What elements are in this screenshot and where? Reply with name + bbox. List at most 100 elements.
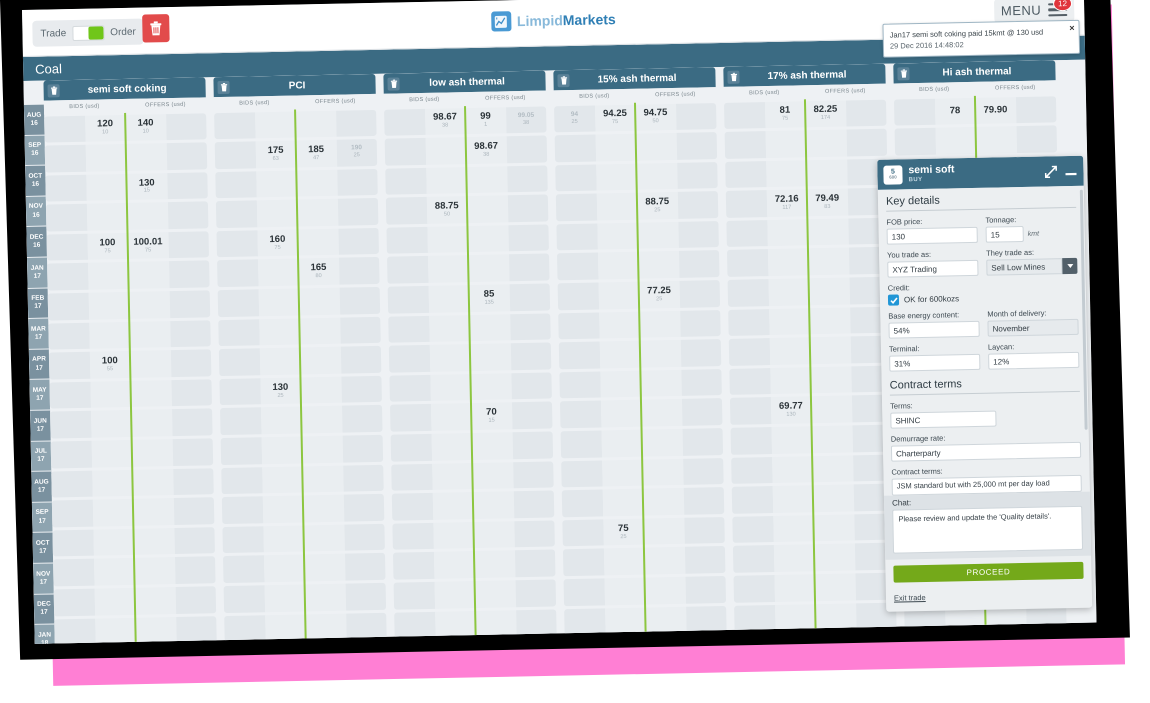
offer-secondary-cell[interactable] xyxy=(510,342,552,371)
offer-secondary-cell[interactable] xyxy=(676,132,718,160)
offer-cell[interactable]: 82.25 174 xyxy=(804,99,847,128)
offer-secondary-cell[interactable] xyxy=(170,379,212,407)
offer-cell[interactable]: 94.75 50 xyxy=(635,103,677,131)
offer-secondary-cell[interactable] xyxy=(679,309,721,338)
bid-secondary-cell[interactable] xyxy=(45,174,87,202)
bid-secondary-cell[interactable] xyxy=(731,486,773,514)
offer-secondary-cell[interactable] xyxy=(846,128,888,157)
offer-secondary-cell[interactable] xyxy=(175,615,217,644)
bid-secondary-cell[interactable] xyxy=(220,407,262,436)
bid-secondary-cell[interactable] xyxy=(564,608,606,636)
offer-secondary-cell[interactable] xyxy=(506,165,548,193)
bid-secondary-cell[interactable] xyxy=(730,427,772,455)
bid-secondary-cell[interactable] xyxy=(725,190,767,218)
offer-cell[interactable]: 85 135 xyxy=(468,284,510,312)
offer-secondary-cell[interactable] xyxy=(344,553,386,581)
bid-cell[interactable] xyxy=(426,225,468,254)
offer-cell[interactable] xyxy=(134,557,176,585)
offer-secondary-cell[interactable] xyxy=(683,487,725,515)
bid-cell[interactable] xyxy=(604,577,646,606)
bid-secondary-cell[interactable] xyxy=(733,575,775,603)
offer-secondary-cell[interactable] xyxy=(166,172,208,200)
offer-cell[interactable] xyxy=(813,514,855,542)
bid-secondary-cell[interactable] xyxy=(214,111,256,140)
bid-cell[interactable]: 160 75 xyxy=(256,229,298,257)
offer-cell[interactable] xyxy=(640,399,682,427)
offer-cell[interactable] xyxy=(295,110,337,138)
bid-cell[interactable] xyxy=(599,370,641,398)
offer-cell[interactable] xyxy=(813,543,855,572)
offer-cell[interactable] xyxy=(134,587,176,615)
offer-cell[interactable] xyxy=(296,169,338,197)
offer-cell[interactable]: 130 15 xyxy=(126,172,168,201)
bid-cell[interactable] xyxy=(85,144,127,172)
bid-secondary-cell[interactable] xyxy=(44,115,86,143)
offer-cell[interactable]: 79.49 83 xyxy=(806,188,848,217)
exit-trade-link[interactable]: Exit trade xyxy=(893,592,926,603)
offer-secondary-cell[interactable] xyxy=(509,313,551,341)
bid-secondary-cell[interactable] xyxy=(558,341,600,370)
delete-button[interactable] xyxy=(142,14,170,43)
bid-cell[interactable] xyxy=(86,203,128,231)
offer-cell[interactable] xyxy=(467,225,509,253)
offer-cell[interactable] xyxy=(129,320,171,349)
offer-secondary-cell[interactable] xyxy=(173,497,215,525)
offer-cell[interactable]: 185 47 xyxy=(295,139,337,168)
offer-cell[interactable] xyxy=(809,336,851,365)
bid-cell[interactable] xyxy=(434,610,476,639)
offer-cell[interactable] xyxy=(125,143,167,171)
offer-cell[interactable] xyxy=(303,524,345,552)
bid-cell[interactable]: 81 75 xyxy=(764,100,806,129)
column-trash-icon[interactable] xyxy=(47,83,60,98)
fob-price-input[interactable]: 130 xyxy=(886,226,978,245)
bid-cell[interactable] xyxy=(774,603,816,632)
offer-cell[interactable] xyxy=(812,455,854,483)
offer-secondary-cell[interactable] xyxy=(682,428,724,456)
bid-secondary-cell[interactable] xyxy=(53,559,95,587)
bid-secondary-cell[interactable]: 94 25 xyxy=(554,105,596,133)
bid-secondary-cell[interactable] xyxy=(51,470,93,498)
base-energy-input[interactable]: 54% xyxy=(888,320,980,339)
offer-cell[interactable] xyxy=(299,346,341,375)
offer-cell[interactable] xyxy=(645,606,687,634)
bid-cell[interactable] xyxy=(89,380,131,409)
offer-secondary-cell[interactable] xyxy=(1015,95,1057,124)
bid-secondary-cell[interactable] xyxy=(48,351,90,380)
offer-cell[interactable] xyxy=(809,307,851,335)
bid-secondary-cell[interactable] xyxy=(48,322,90,350)
offer-cell[interactable] xyxy=(474,580,516,608)
offer-secondary-cell[interactable] xyxy=(676,161,718,190)
bid-cell[interactable] xyxy=(425,166,467,195)
bid-cell[interactable] xyxy=(434,581,476,609)
bid-secondary-cell[interactable] xyxy=(385,167,427,196)
bid-secondary-cell[interactable] xyxy=(216,230,258,258)
bid-cell[interactable] xyxy=(768,278,810,306)
bid-cell[interactable] xyxy=(765,159,807,188)
offer-secondary-cell[interactable] xyxy=(339,316,381,344)
bid-secondary-cell[interactable] xyxy=(390,433,432,462)
bid-secondary-cell[interactable] xyxy=(894,127,936,156)
bid-secondary-cell[interactable] xyxy=(557,252,599,281)
offer-secondary-cell[interactable] xyxy=(337,227,379,256)
bid-cell[interactable] xyxy=(432,492,474,520)
bid-secondary-cell[interactable] xyxy=(384,138,426,166)
offer-secondary-cell[interactable] xyxy=(169,319,211,348)
bid-secondary-cell[interactable] xyxy=(215,171,257,199)
offer-cell[interactable] xyxy=(643,517,685,546)
bid-secondary-cell[interactable] xyxy=(555,164,597,192)
offer-cell[interactable]: 88.75 25 xyxy=(636,192,678,220)
bid-secondary-cell[interactable] xyxy=(50,440,92,469)
bid-secondary-cell[interactable] xyxy=(391,493,433,521)
bid-secondary-cell[interactable] xyxy=(219,378,261,406)
chat-input[interactable]: Please review and update the 'Quality de… xyxy=(892,505,1084,554)
bid-secondary-cell[interactable] xyxy=(893,98,935,126)
bid-secondary-cell[interactable] xyxy=(727,279,769,307)
bid-cell[interactable] xyxy=(595,133,637,162)
bid-cell[interactable] xyxy=(431,462,473,491)
offer-cell[interactable]: 98.67 38 xyxy=(465,136,507,164)
offer-secondary-cell[interactable] xyxy=(510,372,552,400)
offer-cell[interactable] xyxy=(636,162,678,190)
offer-cell[interactable] xyxy=(301,406,343,434)
bid-cell[interactable] xyxy=(92,499,134,527)
bid-secondary-cell[interactable] xyxy=(387,256,429,284)
